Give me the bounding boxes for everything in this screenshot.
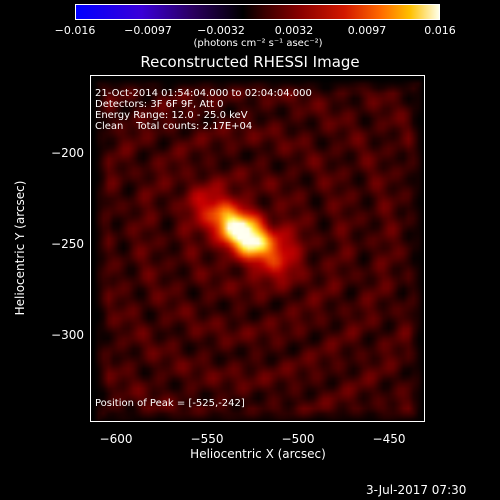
x-tick-label: −500 [281, 432, 315, 446]
footer-date: 3-Jul-2017 07:30 [366, 483, 467, 497]
x-tick-label: −550 [190, 432, 224, 446]
colorbar-tick: −0.0097 [124, 24, 172, 37]
image-title: Reconstructed RHESSI Image [140, 53, 360, 71]
x-tick-label: −600 [99, 432, 133, 446]
rhessi-image-plot: 21-Oct-2014 01:54:04.000 to 02:04:04.000… [90, 75, 425, 422]
y-tick-label: −300 [51, 328, 84, 342]
colorbar-tick: −0.016 [54, 24, 96, 37]
colorbar-tick: 0.0097 [347, 24, 387, 37]
y-tick-label: −200 [51, 146, 84, 160]
info-energy-range: Energy Range: 12.0 - 25.0 keV [95, 110, 248, 121]
colorbar-tick: −0.0032 [197, 24, 245, 37]
info-clean-counts: Clean Total counts: 2.17E+04 [95, 121, 253, 132]
colorbar-tick: 0.0032 [274, 24, 314, 37]
colorbar-tick: 0.016 [424, 24, 456, 37]
colorbar [75, 4, 440, 20]
x-axis-label: Heliocentric X (arcsec) [190, 447, 326, 461]
x-tick-label: −450 [372, 432, 406, 446]
y-axis-label: Heliocentric Y (arcsec) [13, 180, 27, 316]
peak-position-label: Position of Peak = [-525,-242] [95, 398, 245, 409]
info-detectors: Detectors: 3F 6F 9F, Att 0 [95, 99, 224, 110]
y-tick-label: −250 [51, 237, 84, 251]
rhessi-image-canvas [91, 76, 424, 421]
info-time-range: 21-Oct-2014 01:54:04.000 to 02:04:04.000 [95, 88, 312, 99]
colorbar-unit-label: (photons cm⁻² s⁻¹ asec⁻²) [193, 38, 323, 49]
